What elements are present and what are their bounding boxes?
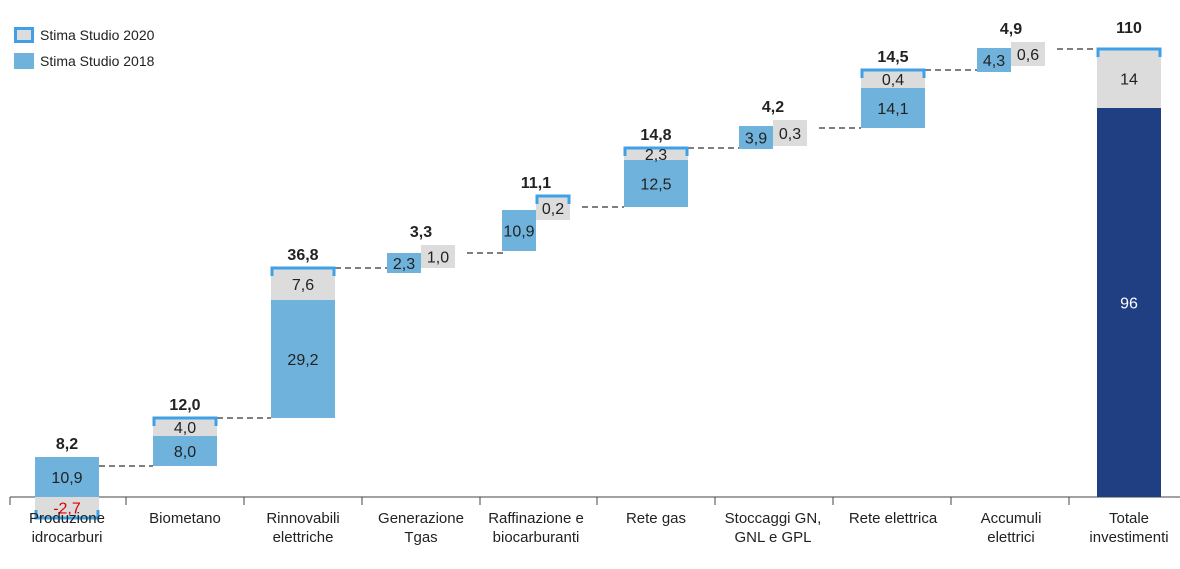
bar-2020 xyxy=(536,196,570,220)
bar-2018 xyxy=(387,253,421,273)
total-label: 4,9 xyxy=(1000,21,1022,38)
total-label: 14,8 xyxy=(640,127,671,144)
bar-2020 xyxy=(153,418,217,436)
data-label-2020: 0,2 xyxy=(542,201,564,218)
total-label: 14,5 xyxy=(877,49,908,66)
category-label: Tgas xyxy=(404,529,437,546)
bar-2018 xyxy=(1097,108,1161,497)
total-label: 36,8 xyxy=(287,247,318,264)
data-label-2020: 1,0 xyxy=(427,250,449,267)
data-label-2020: -2,7 xyxy=(53,501,81,518)
bar-2018 xyxy=(624,160,688,207)
category-label: Generazione xyxy=(378,510,464,527)
bar-2018 xyxy=(977,48,1011,72)
data-label-2018: 8,0 xyxy=(174,444,196,461)
category-label: Accumuli xyxy=(981,510,1042,527)
category-label: Produzione xyxy=(29,510,105,527)
bar-2020-border xyxy=(1096,47,1162,57)
data-label-2020: 4,0 xyxy=(174,420,196,437)
data-label-2020: 7,6 xyxy=(292,277,314,294)
bar-2020 xyxy=(624,148,688,160)
data-label-2018: 14,1 xyxy=(877,101,908,118)
category-label: Stoccaggi GN, xyxy=(725,510,822,527)
bar-2020-border xyxy=(152,416,218,426)
bar-2020 xyxy=(1011,42,1045,66)
category-label: Totale xyxy=(1109,510,1149,527)
bar-2020-border xyxy=(270,266,336,276)
total-label: 12,0 xyxy=(169,397,200,414)
bar-2020 xyxy=(773,120,807,146)
bar-2020 xyxy=(271,268,335,300)
legend-item-2018: Stima Studio 2018 xyxy=(14,48,154,74)
bar-2020-border xyxy=(535,194,571,204)
category-label: idrocarburi xyxy=(32,529,103,546)
category-label: investimenti xyxy=(1089,529,1168,546)
legend-item-2020: Stima Studio 2020 xyxy=(14,22,154,48)
data-label-2018: 2,3 xyxy=(393,256,415,273)
category-label: Raffinazione e xyxy=(488,510,584,527)
bar-2020-border xyxy=(623,146,689,156)
bar-2018 xyxy=(35,457,99,497)
category-label: Rinnovabili xyxy=(266,510,339,527)
legend-label-2018: Stima Studio 2018 xyxy=(40,53,155,69)
bar-2020 xyxy=(35,497,99,518)
data-label-2018: 96 xyxy=(1120,296,1138,313)
data-label-2020: 0,3 xyxy=(779,126,801,143)
bar-2018 xyxy=(739,126,773,149)
data-label-2020: 2,3 xyxy=(645,147,667,164)
data-label-2018: 12,5 xyxy=(640,177,671,194)
bar-2020 xyxy=(1097,49,1161,108)
data-label-2018: 10,9 xyxy=(503,224,534,241)
bar-2018 xyxy=(502,210,536,251)
category-label: elettriche xyxy=(273,529,334,546)
legend-swatch-2018 xyxy=(14,53,34,69)
bar-2018 xyxy=(153,436,217,466)
total-label: 3,3 xyxy=(410,224,432,241)
category-label: Rete gas xyxy=(626,510,686,527)
bar-2020-border xyxy=(860,68,926,78)
category-label: Biometano xyxy=(149,510,221,527)
bar-2020 xyxy=(421,245,455,268)
category-label: elettrici xyxy=(987,529,1035,546)
data-label-2018: 29,2 xyxy=(287,352,318,369)
legend-label-2020: Stima Studio 2020 xyxy=(40,27,155,43)
category-label: Rete elettrica xyxy=(849,510,938,527)
legend: Stima Studio 2020 Stima Studio 2018 xyxy=(14,22,154,74)
bar-2018 xyxy=(861,88,925,128)
total-label: 8,2 xyxy=(56,436,78,453)
data-label-2020: 0,6 xyxy=(1017,47,1039,64)
total-label: 11,1 xyxy=(521,175,551,192)
data-label-2020: 14 xyxy=(1120,72,1138,89)
category-label: GNL e GPL xyxy=(735,529,812,546)
data-label-2018: 3,9 xyxy=(745,131,767,148)
bar-2020-border xyxy=(34,510,100,520)
total-label: 110 xyxy=(1116,20,1142,37)
legend-swatch-2020 xyxy=(14,27,34,43)
data-label-2020: 0,4 xyxy=(882,72,904,89)
bar-2020 xyxy=(861,70,925,88)
bar-2018 xyxy=(271,300,335,418)
category-label: biocarburanti xyxy=(493,529,580,546)
data-label-2018: 10,9 xyxy=(51,470,82,487)
total-label: 4,2 xyxy=(762,99,784,116)
data-label-2018: 4,3 xyxy=(983,53,1005,70)
